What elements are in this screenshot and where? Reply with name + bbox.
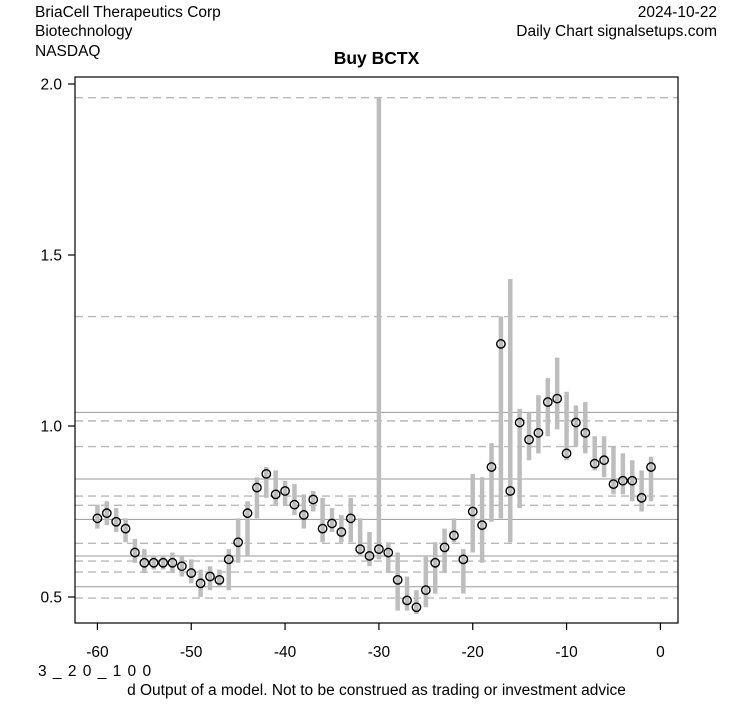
grid-solid-lines	[75, 411, 678, 588]
svg-text:-30: -30	[368, 644, 391, 661]
exchange-label: NASDAQ	[35, 42, 101, 60]
svg-text:-60: -60	[86, 644, 109, 661]
industry-label: Biotechnology	[35, 23, 133, 41]
company-name: BriaCell Therapeutics Corp	[35, 4, 221, 21]
header-right: 2024-10-22 Daily Chart signalsetups.com	[516, 3, 717, 42]
svg-text:0.5: 0.5	[40, 590, 62, 607]
svg-text:1.5: 1.5	[40, 248, 62, 265]
range-bars	[95, 97, 654, 615]
x-axis: -60 -50 -40 -30 -20 -10 0	[86, 623, 665, 661]
disclaimer-text: d Output of a model. Not to be construed…	[127, 682, 626, 699]
grid-dashed-lines	[75, 96, 678, 599]
date-label: 2024-10-22	[637, 4, 717, 21]
y-axis: 0.5 1.0 1.5 2.0	[40, 77, 75, 607]
svg-text:2.0: 2.0	[40, 77, 62, 94]
svg-text:-40: -40	[274, 644, 297, 661]
footer-model-code: 3 _ 2 0 _ 1 0 0	[38, 663, 153, 680]
svg-text:1.0: 1.0	[40, 419, 62, 436]
svg-text:0: 0	[656, 644, 665, 661]
svg-text:-50: -50	[180, 644, 203, 661]
svg-text:-10: -10	[555, 644, 578, 661]
header-left: BriaCell Therapeutics Corp Biotechnology…	[35, 3, 221, 61]
svg-text:-20: -20	[462, 644, 485, 661]
price-points	[92, 339, 656, 613]
page-title: Buy BCTX	[333, 48, 420, 68]
chart-source-label: Daily Chart signalsetups.com	[516, 23, 717, 41]
plot-border	[74, 76, 679, 624]
